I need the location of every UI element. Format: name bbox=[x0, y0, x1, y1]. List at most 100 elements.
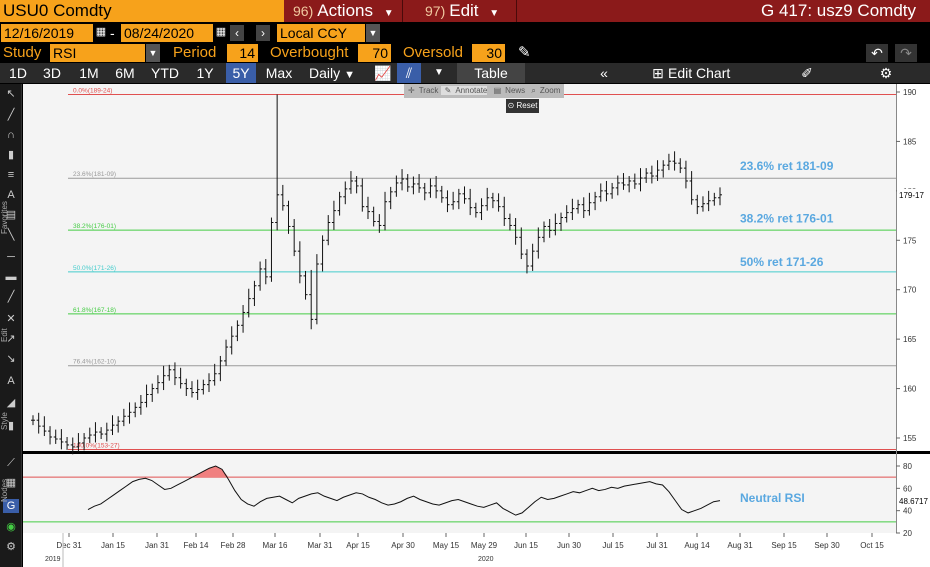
trend-icon[interactable]: ╲ bbox=[7, 229, 15, 241]
price-tick-label: 160 bbox=[903, 385, 917, 394]
range-1m[interactable]: 1M bbox=[79, 65, 99, 81]
range-1d[interactable]: 1D bbox=[9, 65, 27, 81]
x-axis-bg bbox=[23, 533, 930, 567]
chevron-down-icon[interactable]: ▼ bbox=[434, 67, 444, 78]
period-input[interactable]: 14 bbox=[227, 44, 258, 62]
track-button[interactable]: Track bbox=[418, 86, 439, 95]
redo-icon[interactable]: ↷ bbox=[895, 44, 917, 62]
next-period-icon[interactable]: › bbox=[256, 25, 270, 41]
x-tick-label: Mar 16 bbox=[263, 541, 288, 550]
palette-icon[interactable]: ◉ bbox=[6, 521, 16, 533]
end-date-field[interactable]: 08/24/2020 bbox=[121, 24, 213, 42]
chevron-down-icon: ▼ bbox=[344, 69, 355, 81]
currency-select[interactable]: Local CCY bbox=[277, 24, 365, 42]
eraser-icon[interactable]: ◢ bbox=[6, 397, 16, 409]
rsi-last-label: 48.6717 bbox=[899, 497, 928, 506]
price-tick-label: 175 bbox=[903, 236, 917, 245]
fib-icon[interactable]: ≡ bbox=[7, 169, 15, 181]
last-price-box bbox=[897, 188, 930, 201]
price-tick-label: 165 bbox=[903, 335, 917, 344]
fib-label: 23.6%(181-09) bbox=[73, 171, 116, 178]
hline-icon[interactable]: ─ bbox=[7, 251, 15, 263]
actions-menu[interactable]: 96) Actions ▼ bbox=[293, 0, 394, 22]
brush-icon[interactable]: ▮ bbox=[7, 420, 15, 432]
pen-icon[interactable]: ╱ bbox=[7, 291, 15, 303]
news-icon[interactable]: ▤ bbox=[493, 86, 502, 95]
security-field[interactable]: USU0 Comdty bbox=[0, 0, 284, 22]
left-tool-panel: ↖ ╱ ∩ ▮ ≡ A ▤ ╲ ─ ▬ ╱ ✕ ↗ ↘ A ◢ ▮ ⟋ ▦ G … bbox=[0, 84, 22, 567]
gear-icon[interactable]: ⚙ bbox=[879, 65, 893, 81]
prev-period-icon[interactable]: ‹ bbox=[230, 25, 244, 41]
node-grid-icon[interactable]: ▦ bbox=[5, 477, 17, 489]
oversold-input[interactable]: 30 bbox=[472, 44, 505, 62]
range-1y[interactable]: 1Y bbox=[196, 65, 214, 81]
overbought-input[interactable]: 70 bbox=[358, 44, 391, 62]
text-tool-icon[interactable]: A bbox=[7, 375, 15, 387]
news-button[interactable]: News bbox=[505, 86, 526, 95]
chart-svg[interactable]: 190185180175170165160155179-170.0%(189-2… bbox=[23, 84, 930, 567]
range-5y[interactable]: 5Y bbox=[226, 63, 256, 83]
line-chart-icon[interactable]: 📈 bbox=[374, 65, 392, 81]
style-tab[interactable]: Style bbox=[0, 412, 9, 430]
settings-icon[interactable]: ⚙ bbox=[6, 541, 16, 553]
pencil-icon[interactable]: ✎ bbox=[518, 44, 531, 61]
line-tool-icon[interactable]: ╱ bbox=[7, 109, 15, 121]
edit-menu[interactable]: 97) Edit ▼ bbox=[425, 0, 499, 22]
range-ytd[interactable]: YTD bbox=[151, 65, 179, 81]
chevron-down-icon[interactable]: ▼ bbox=[146, 44, 160, 62]
chart-area[interactable]: 190185180175170165160155179-170.0%(189-2… bbox=[23, 84, 930, 567]
rect-icon[interactable]: ▬ bbox=[5, 271, 17, 283]
bars-icon[interactable]: ▮ bbox=[7, 149, 15, 161]
text-icon[interactable]: A bbox=[7, 189, 15, 201]
cross-icon[interactable]: ✕ bbox=[6, 313, 16, 325]
study-select[interactable]: RSI bbox=[50, 44, 145, 62]
rsi-tick-label: 80 bbox=[903, 462, 912, 471]
price-tick-label: 170 bbox=[903, 286, 917, 295]
arrow-icon[interactable]: ↗ bbox=[6, 333, 16, 345]
price-tick-label: 190 bbox=[903, 88, 917, 97]
annotate-icon[interactable]: ✐ bbox=[801, 65, 813, 81]
zoom-button[interactable]: Zoom bbox=[539, 86, 561, 95]
favorites-tab[interactable]: Favorites bbox=[0, 201, 9, 234]
x-tick-label: Jun 30 bbox=[557, 541, 582, 550]
annotate-icon[interactable]: ✎ bbox=[440, 86, 456, 95]
chevron-down-icon: ▼ bbox=[383, 8, 394, 19]
start-date-field[interactable]: 12/16/2019 bbox=[1, 24, 93, 42]
nodes-tab[interactable]: Nodes bbox=[0, 478, 9, 502]
zoom-icon[interactable]: ⌕ bbox=[531, 86, 536, 95]
node-icon[interactable]: ⟋ bbox=[7, 457, 15, 469]
calendar-icon[interactable]: ▦ bbox=[95, 26, 107, 38]
x-tick-label: Jul 15 bbox=[602, 541, 624, 550]
range-max[interactable]: Max bbox=[265, 65, 293, 81]
date-dash: - bbox=[110, 25, 115, 41]
x-tick-label: Aug 31 bbox=[727, 541, 753, 550]
frequency-select[interactable]: Daily ▼ bbox=[304, 63, 360, 83]
calendar-icon[interactable]: ▦ bbox=[215, 26, 227, 38]
collapse-icon[interactable]: « bbox=[600, 65, 608, 81]
shape-icon[interactable]: ▤ bbox=[5, 209, 17, 221]
track-icon[interactable]: ✛ bbox=[408, 86, 415, 95]
chevron-down-icon[interactable]: ▼ bbox=[366, 24, 380, 42]
x-tick-label: Apr 15 bbox=[346, 541, 370, 550]
node-select-icon[interactable]: G bbox=[3, 499, 19, 513]
mini-toolbar: ✛ Track ✎ Annotate ▤ News ⌕ Zoom bbox=[404, 84, 565, 98]
menu-separator bbox=[516, 0, 517, 22]
rsi-annotation: Neutral RSI bbox=[740, 491, 805, 505]
rsi-last-box bbox=[897, 494, 930, 507]
magnet-icon[interactable]: ∩ bbox=[7, 129, 15, 141]
range-6m[interactable]: 6M bbox=[115, 65, 135, 81]
price-panel-bg bbox=[23, 84, 896, 451]
reset-button[interactable]: ⊙ Reset bbox=[506, 99, 539, 113]
bar-chart-icon[interactable]: ⫽ bbox=[397, 63, 421, 83]
edit-chart-button[interactable]: Edit Chart bbox=[668, 65, 731, 81]
rsi-overbought-fill bbox=[183, 466, 235, 478]
price-tick-label: 155 bbox=[903, 434, 917, 443]
annotate-button[interactable]: Annotate bbox=[455, 86, 488, 95]
pointer-icon[interactable]: ↘ bbox=[6, 353, 16, 365]
x-tick-label: Sep 15 bbox=[771, 541, 797, 550]
cursor-icon[interactable]: ↖ bbox=[6, 88, 16, 100]
undo-icon[interactable]: ↶ bbox=[866, 44, 888, 62]
range-3d[interactable]: 3D bbox=[43, 65, 61, 81]
table-button[interactable]: Table bbox=[457, 63, 525, 83]
edit-tab[interactable]: Edit bbox=[0, 328, 9, 342]
